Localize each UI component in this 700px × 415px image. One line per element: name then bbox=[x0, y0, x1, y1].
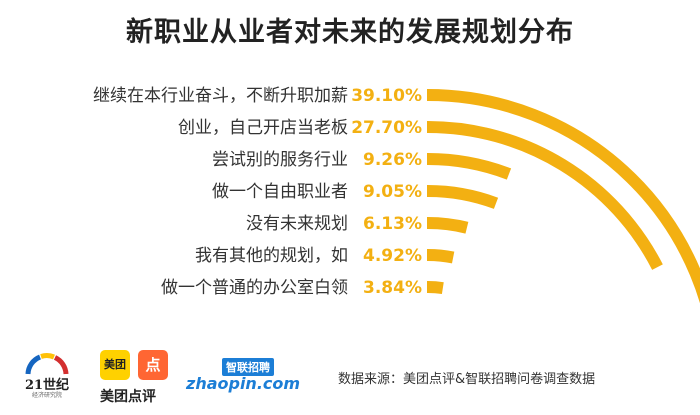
dianping-logo-icon: 点 bbox=[138, 350, 168, 380]
data-source-note: 数据来源：美团点评&智联招聘问卷调查数据 bbox=[338, 372, 596, 387]
bar-arc-4 bbox=[427, 185, 499, 209]
category-label-2: 创业，自己开店当老板 bbox=[178, 118, 348, 138]
bar-arc-6 bbox=[427, 249, 455, 264]
value-label-6: 4.92% bbox=[363, 246, 422, 266]
category-label-1: 继续在本行业奋斗，不断升职加薪 bbox=[93, 86, 348, 106]
category-label-5: 没有未来规划 bbox=[246, 214, 348, 234]
meituan-logo-icon: 美团 bbox=[100, 350, 130, 380]
zhaopin-cn-name: 智联招聘 bbox=[222, 358, 274, 376]
category-label-3: 尝试别的服务行业 bbox=[212, 150, 348, 170]
bar-arc-1 bbox=[427, 89, 700, 304]
logo-21-name: 21世纪 bbox=[24, 378, 70, 393]
chart-title: 新职业从业者对未来的发展规划分布 bbox=[126, 17, 574, 48]
value-label-7: 3.84% bbox=[363, 278, 422, 298]
bar-arc-5 bbox=[427, 217, 469, 234]
category-label-7: 做一个普通的办公室白领 bbox=[161, 278, 348, 298]
bar-arc-7 bbox=[427, 281, 444, 295]
21st-century-logo: 21世纪 经济研究院 bbox=[12, 352, 82, 408]
value-label-4: 9.05% bbox=[363, 182, 422, 202]
logo-21-subtitle: 经济研究院 bbox=[31, 392, 62, 399]
bar-arc-3 bbox=[427, 153, 512, 180]
value-label-3: 9.26% bbox=[363, 150, 422, 170]
meituan-dianping-logo: 美团 点 美团点评 bbox=[100, 350, 172, 410]
category-label-4: 做一个自由职业者 bbox=[212, 182, 348, 202]
value-label-2: 27.70% bbox=[351, 118, 422, 138]
footer: 21世纪 经济研究院 美团 点 美团点评 智联招聘 zhaopin.com 数据… bbox=[0, 340, 700, 415]
value-label-5: 6.13% bbox=[363, 214, 422, 234]
value-label-1: 39.10% bbox=[351, 86, 422, 106]
meituan-dianping-name: 美团点评 bbox=[100, 389, 156, 405]
logo-arc-icon bbox=[25, 353, 69, 375]
zhaopin-en-name: zhaopin.com bbox=[186, 374, 301, 393]
category-label-6: 我有其他的规划，如 bbox=[195, 246, 348, 266]
zhaopin-logo: 智联招聘 zhaopin.com bbox=[186, 358, 300, 398]
bar-arc-2 bbox=[427, 121, 663, 270]
